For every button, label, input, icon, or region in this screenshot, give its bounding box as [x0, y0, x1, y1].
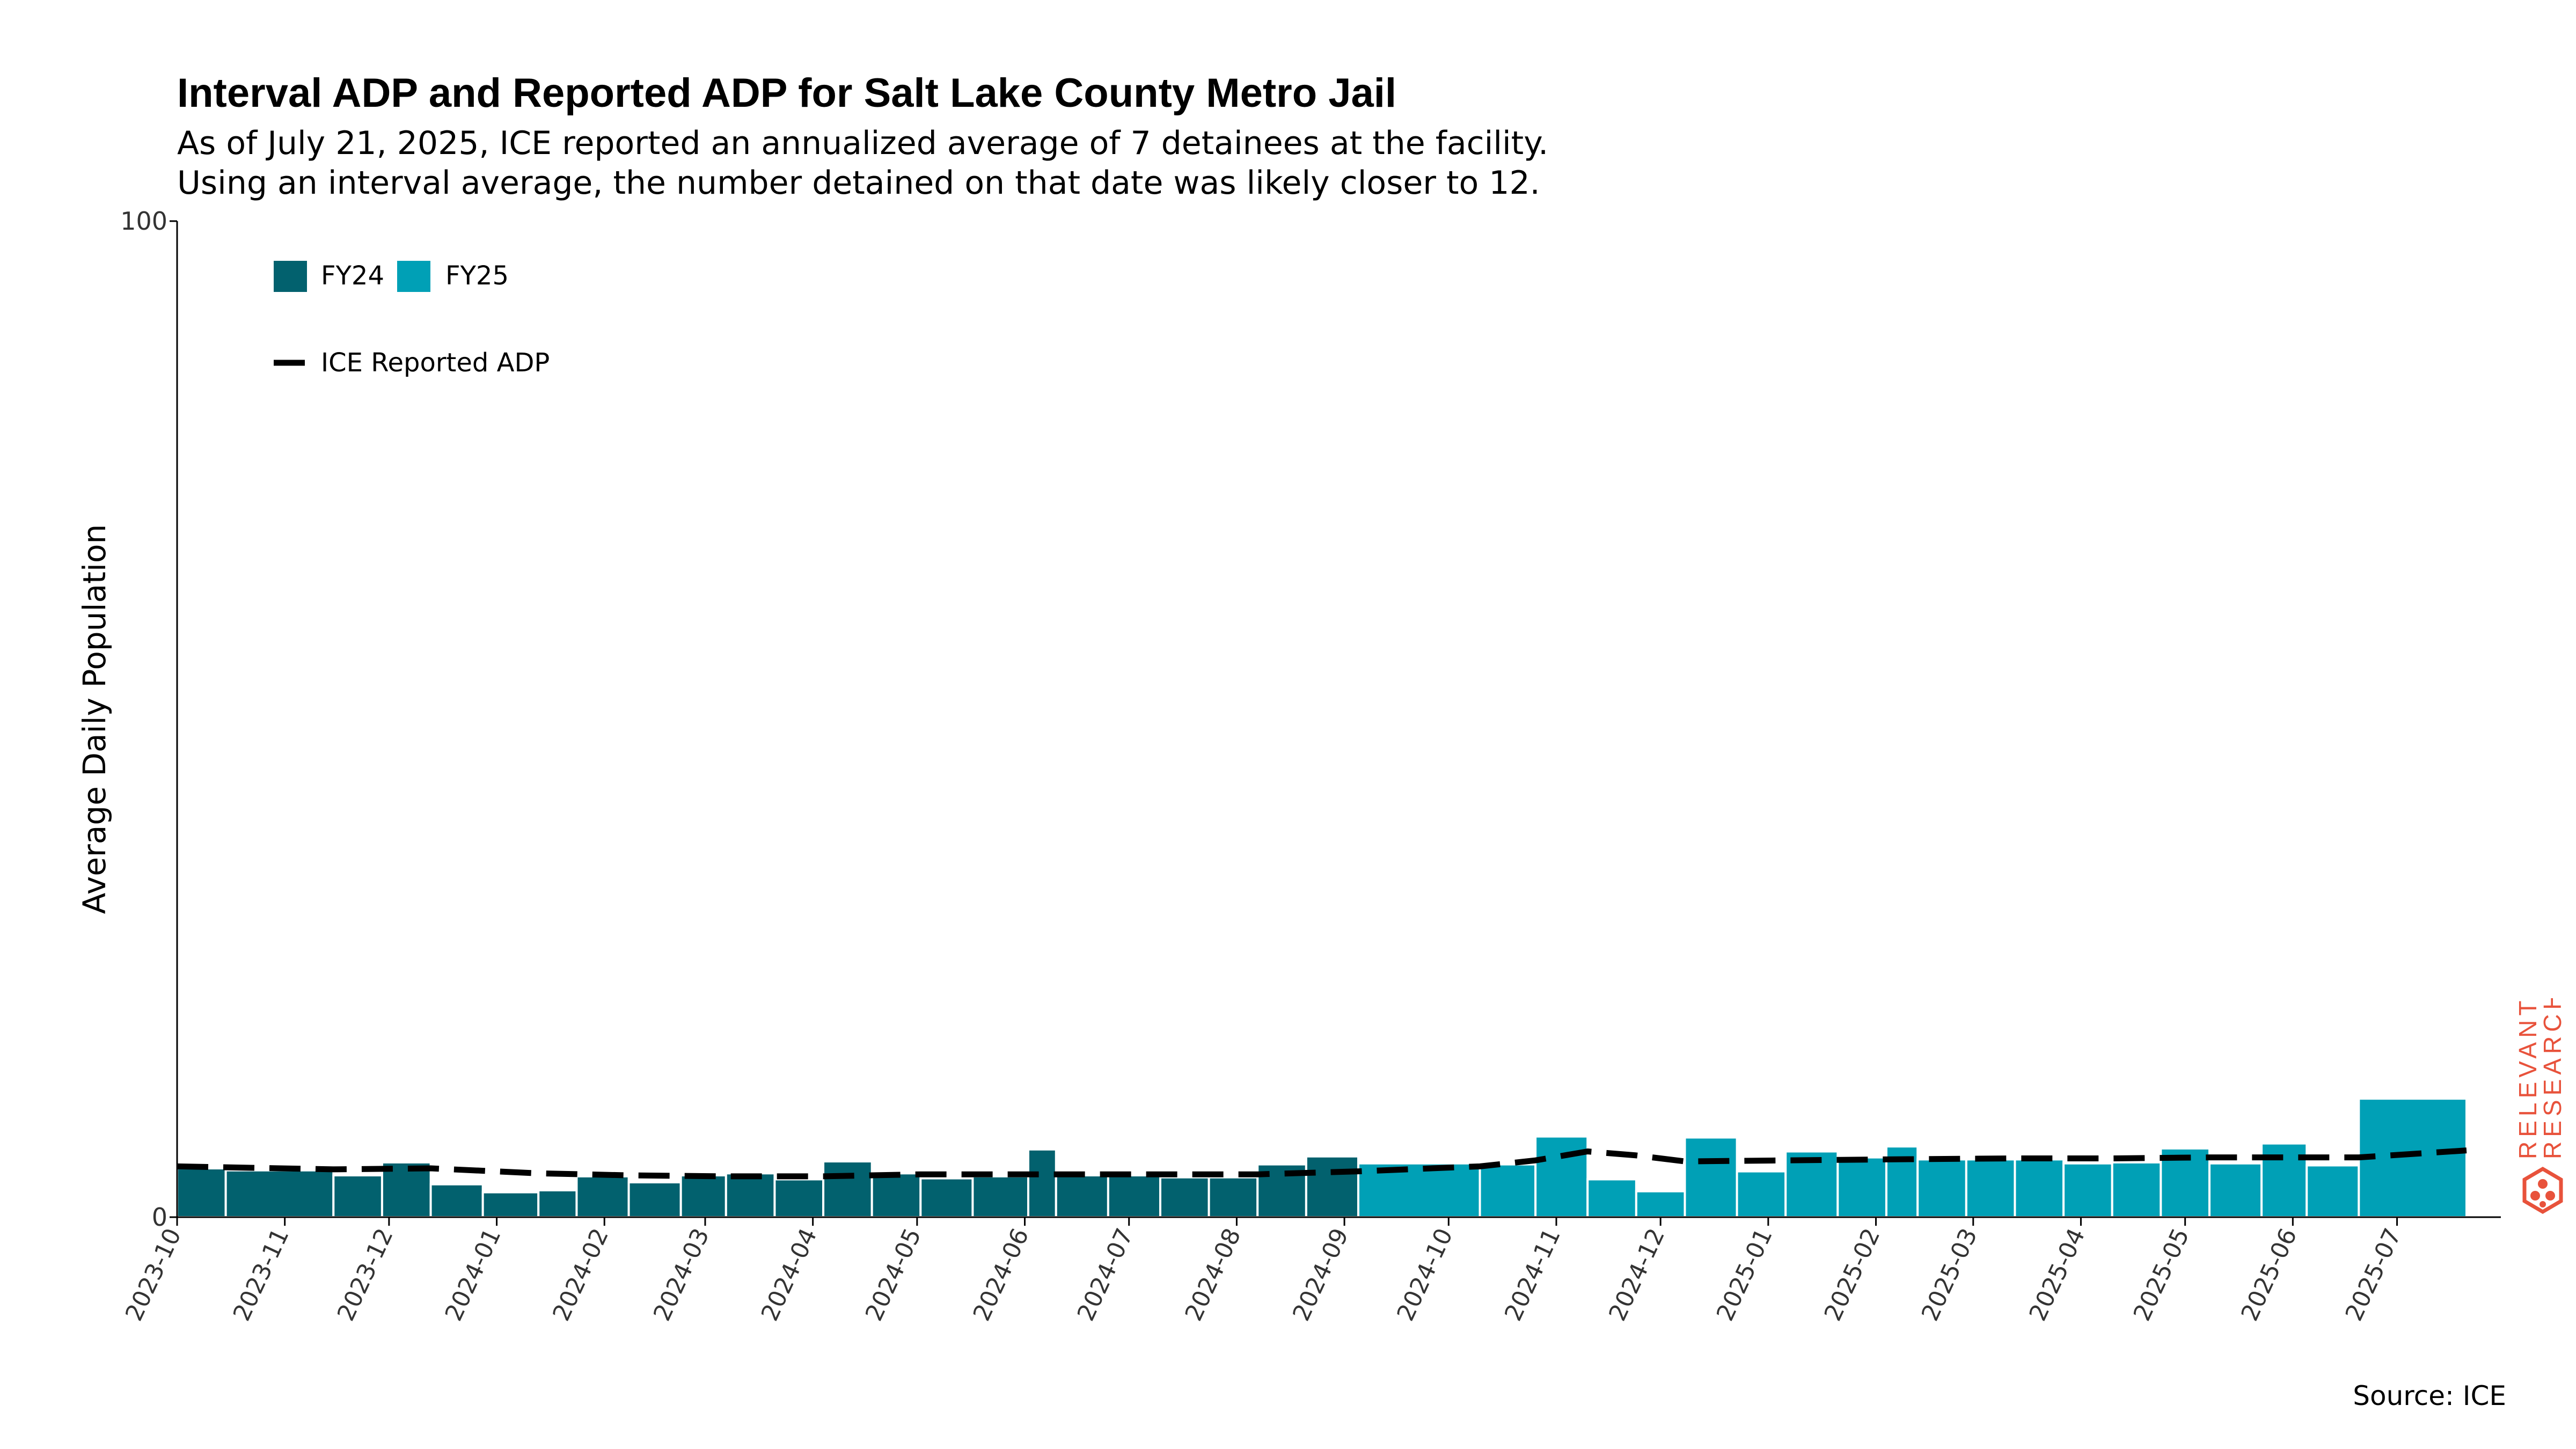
x-tick-label-14: 2024-12: [1604, 1224, 1670, 1325]
chart-title: Interval ADP and Reported ADP for Salt L…: [177, 70, 1397, 116]
ice-reported-adp-line: [177, 1147, 2467, 1180]
x-tick-label-4: 2024-02: [547, 1224, 614, 1325]
bar-fy24-9: [679, 1174, 727, 1219]
bar-fy25-19: [2358, 1097, 2468, 1218]
bar-fy25-16: [2208, 1162, 2263, 1218]
bar-fy24-10: [724, 1172, 776, 1218]
bar-fy24-7: [575, 1175, 630, 1219]
x-tick-label-15: 2025-01: [1711, 1224, 1778, 1325]
bar-fy25-14: [2111, 1161, 2162, 1218]
bar-fy24-1: [224, 1169, 335, 1219]
x-tick-label-19: 2025-05: [2128, 1224, 2195, 1325]
x-tick-label-2: 2023-12: [332, 1224, 399, 1325]
x-tick-label-6: 2024-04: [756, 1224, 823, 1325]
bar-fy24-14: [919, 1177, 974, 1218]
x-tick-label-8: 2024-06: [968, 1224, 1035, 1325]
legend-label-fy24: FY24: [321, 261, 384, 291]
bar-fy24-12: [822, 1160, 873, 1218]
legend-label-reported-adp: ICE Reported ADP: [321, 348, 550, 378]
bar-fy24-19: [1159, 1176, 1210, 1219]
x-tick-label-13: 2024-11: [1499, 1224, 1566, 1325]
bar-fy25-11: [1965, 1158, 2016, 1219]
bar-fy24-20: [1208, 1176, 1259, 1219]
bar-fy24-6: [537, 1189, 578, 1218]
chart-subtitle-line-1: As of July 21, 2025, ICE reported an ann…: [177, 125, 1549, 162]
bar-fy25-13: [2062, 1162, 2113, 1218]
bar-fy24-8: [627, 1181, 682, 1219]
legend-swatch-fy25: [397, 261, 430, 292]
bar-fy25-10: [1916, 1158, 1967, 1219]
x-tick-label-17: 2025-03: [1916, 1224, 1983, 1325]
bar-fy24-22: [1305, 1155, 1359, 1218]
bar-fy25-18: [2306, 1164, 2360, 1219]
source-note: Source: ICE: [2353, 1380, 2506, 1411]
x-tick-label-0: 2023-10: [120, 1224, 187, 1325]
x-tick-label-7: 2024-05: [860, 1224, 927, 1325]
relevant-research-logo: RELEVANT RESEARCH: [2516, 998, 2566, 1214]
x-tick-label-20: 2025-06: [2236, 1224, 2302, 1325]
bar-fy25-8: [1836, 1156, 1887, 1218]
x-tick-label-21: 2025-07: [2340, 1224, 2407, 1325]
legend: FY24 FY25 ICE Reported ADP: [274, 261, 550, 378]
bar-fy24-17: [1055, 1174, 1109, 1219]
bar-fy24-13: [870, 1172, 922, 1218]
svg-text:RESEARCH: RESEARCH: [2538, 998, 2566, 1159]
logo-hexagon-icon: [2522, 1166, 2563, 1214]
x-tick-label-11: 2024-09: [1287, 1224, 1354, 1325]
y-tick-label-1: 100: [120, 207, 167, 236]
x-tick-label-12: 2024-10: [1392, 1224, 1458, 1325]
x-tick-label-1: 2023-11: [228, 1224, 295, 1325]
bar-fy24-0: [176, 1167, 227, 1218]
x-tick-label-18: 2025-04: [2024, 1224, 2090, 1325]
chart-subtitle-line-2: Using an interval average, the number de…: [177, 164, 1540, 202]
bar-fy25-3: [1586, 1178, 1637, 1218]
bar-fy25-12: [2014, 1158, 2065, 1219]
x-tick-label-10: 2024-08: [1180, 1224, 1246, 1325]
x-tick-label-5: 2024-03: [648, 1224, 715, 1325]
bar-fy24-4: [429, 1183, 484, 1218]
bar-fy25-6: [1736, 1170, 1787, 1219]
bar-fy24-5: [481, 1191, 540, 1219]
y-tick-label-0: 0: [152, 1203, 167, 1232]
x-tick-label-9: 2024-07: [1072, 1224, 1139, 1325]
bar-fy25-4: [1635, 1190, 1686, 1218]
legend-label-fy25: FY25: [445, 261, 509, 291]
x-tick-label-3: 2024-01: [440, 1224, 507, 1325]
svg-text:RELEVANT: RELEVANT: [2516, 998, 2542, 1159]
bar-fy24-2: [332, 1174, 383, 1219]
bar-fy24-11: [773, 1178, 825, 1218]
bar-fy25-2: [1534, 1135, 1589, 1219]
legend-swatch-fy24: [274, 261, 307, 292]
bar-fy24-16: [1027, 1148, 1057, 1218]
bar-fy25-1: [1479, 1163, 1537, 1219]
bar-fy24-18: [1107, 1174, 1161, 1219]
bar-fy25-0: [1357, 1162, 1481, 1218]
bar-fy24-15: [971, 1175, 1029, 1219]
x-tick-label-16: 2025-02: [1819, 1224, 1886, 1325]
bar-fy25-5: [1684, 1136, 1738, 1219]
logo-wordmark: RELEVANT RESEARCH: [2516, 998, 2566, 1159]
